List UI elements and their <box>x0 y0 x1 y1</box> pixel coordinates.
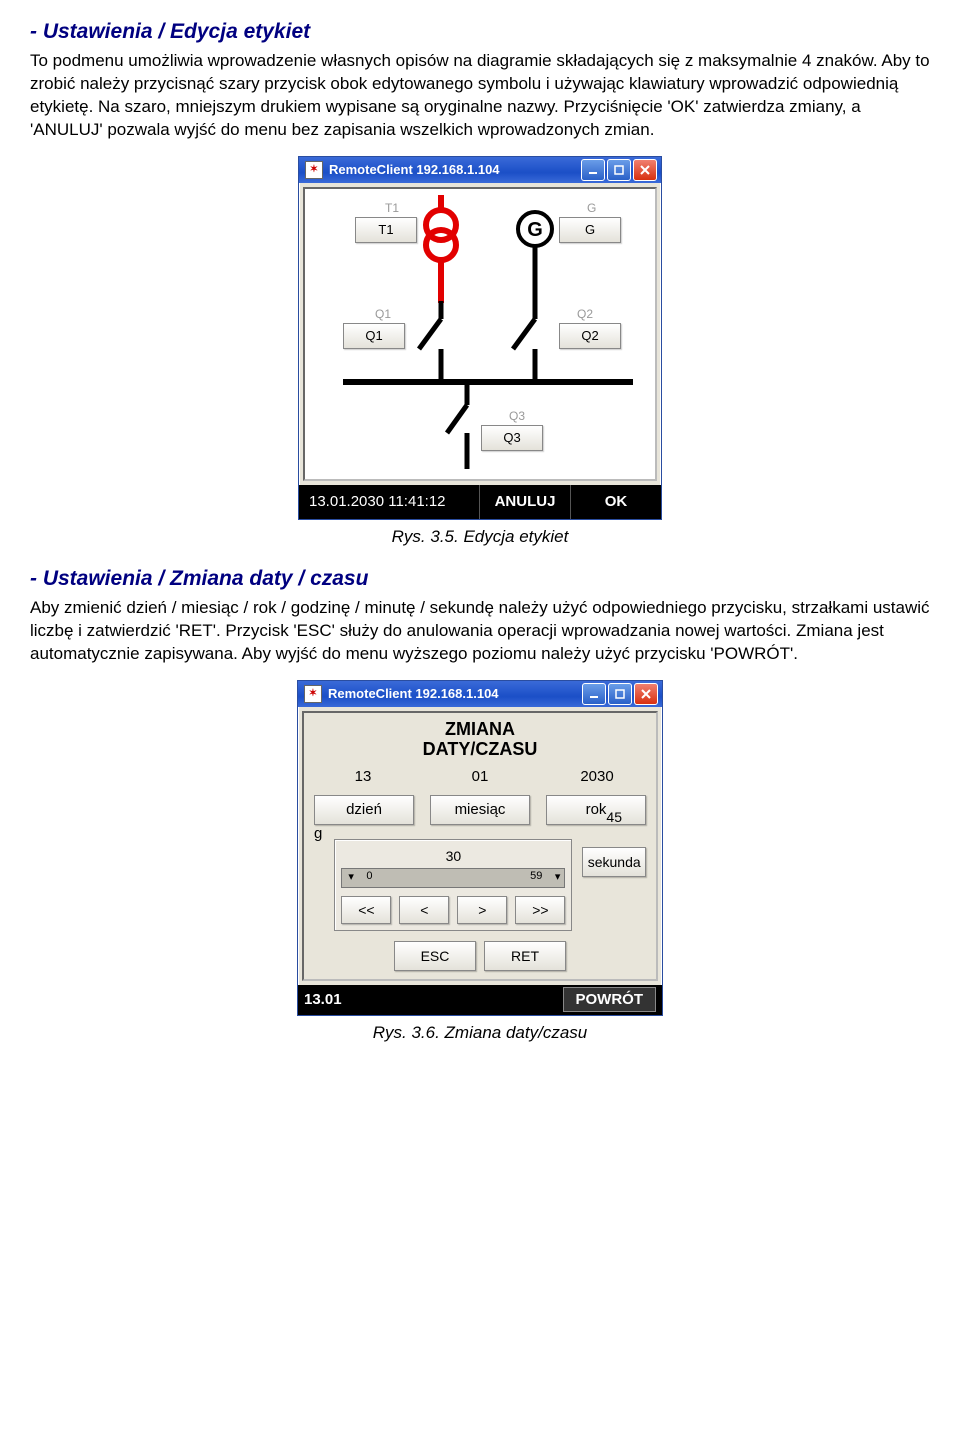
datetime-panel: ZMIANA DATY/CZASU 13 01 2030 dzień miesi… <box>302 711 658 981</box>
minimize-button-2[interactable] <box>582 683 606 705</box>
panel-title: ZMIANA DATY/CZASU <box>314 719 646 760</box>
value-slider[interactable]: ▾ 0 59 ▾ <box>341 868 565 888</box>
section1-heading: - Ustawienia / Edycja etykiet <box>30 20 930 44</box>
date-buttons-row: dzień miesiąc rok <box>314 793 646 825</box>
edit-q2-button[interactable]: Q2 <box>559 323 621 349</box>
section2-paragraph: Aby zmienić dzień / miesiąc / rok / godz… <box>30 597 930 666</box>
figure2-wrap: ✶ RemoteClient 192.168.1.104 ZMIANA DATY… <box>30 680 930 1016</box>
label-q1-small: Q1 <box>375 307 391 321</box>
label-t1-small: T1 <box>385 201 399 215</box>
svg-text:G: G <box>527 219 543 241</box>
sekunda-button[interactable]: sekunda <box>582 847 646 877</box>
window-title: RemoteClient 192.168.1.104 <box>329 162 500 177</box>
ok-button[interactable]: OK <box>570 485 661 519</box>
value-30: 30 <box>341 848 565 864</box>
label-g-small: G <box>587 201 596 215</box>
close-button[interactable] <box>633 159 657 181</box>
date-values-row: 13 01 2030 <box>314 768 646 785</box>
section1-paragraph: To podmenu umożliwia wprowadzenie własny… <box>30 50 930 142</box>
window-remoteclient-1: ✶ RemoteClient 192.168.1.104 T1 G Q1 Q2 … <box>298 156 662 520</box>
year-button[interactable]: rok <box>546 795 646 825</box>
status-left: 13.01 <box>304 991 342 1008</box>
esc-ret-row: ESC RET <box>314 939 646 971</box>
panel-title-line2: DATY/CZASU <box>423 739 538 759</box>
app-icon-2: ✶ <box>304 685 322 703</box>
minimize-button[interactable] <box>581 159 605 181</box>
switch-q1-icon <box>409 301 459 381</box>
arrow-buttons: << < > >> <box>341 894 565 924</box>
day-value: 13 <box>314 768 412 785</box>
day-button[interactable]: dzień <box>314 795 414 825</box>
fast-back-button[interactable]: << <box>341 896 391 924</box>
statusbar-2: 13.01 POWRÓT <box>298 985 662 1015</box>
titlebar-2: ✶ RemoteClient 192.168.1.104 <box>298 681 662 707</box>
year-value: 2030 <box>548 768 646 785</box>
section2-heading: - Ustawienia / Zmiana daty / czasu <box>30 567 930 591</box>
fast-fwd-button[interactable]: >> <box>515 896 565 924</box>
month-button[interactable]: miesiąc <box>430 795 530 825</box>
close-button-2[interactable] <box>634 683 658 705</box>
label-q2-small: Q2 <box>577 307 593 321</box>
switch-q2-icon <box>503 301 553 381</box>
maximize-button[interactable] <box>607 159 631 181</box>
value-45: 45 <box>606 809 622 825</box>
window-title-2: RemoteClient 192.168.1.104 <box>328 686 499 701</box>
edit-t1-button[interactable]: T1 <box>355 217 417 243</box>
edit-q3-button[interactable]: Q3 <box>481 425 543 451</box>
window-remoteclient-2: ✶ RemoteClient 192.168.1.104 ZMIANA DATY… <box>297 680 663 1016</box>
label-q3-small: Q3 <box>509 409 525 423</box>
figure1-caption: Rys. 3.5. Edycja etykiet <box>30 526 930 549</box>
panel-title-line1: ZMIANA <box>445 719 515 739</box>
generator-g-icon: G <box>515 203 555 305</box>
g-label: g <box>314 825 324 848</box>
edit-q1-button[interactable]: Q1 <box>343 323 405 349</box>
esc-button[interactable]: ESC <box>394 941 476 971</box>
status-datetime: 13.01.2030 11:41:12 <box>299 485 479 519</box>
statusbar-1: 13.01.2030 11:41:12 ANULUJ OK <box>299 485 661 519</box>
transformer-t1-icon <box>421 195 461 305</box>
titlebar: ✶ RemoteClient 192.168.1.104 <box>299 157 661 183</box>
figure2-caption: Rys. 3.6. Zmiana daty/czasu <box>30 1022 930 1045</box>
fwd-button[interactable]: > <box>457 896 507 924</box>
ret-button[interactable]: RET <box>484 941 566 971</box>
app-icon: ✶ <box>305 161 323 179</box>
maximize-button-2[interactable] <box>608 683 632 705</box>
powrot-button[interactable]: POWRÓT <box>563 987 657 1012</box>
spinner-frame: 30 ▾ 0 59 ▾ << < > >> <box>334 839 572 931</box>
slider-max: 59 <box>530 870 542 882</box>
edit-g-button[interactable]: G <box>559 217 621 243</box>
anuluj-button[interactable]: ANULUJ <box>479 485 570 519</box>
back-button[interactable]: < <box>399 896 449 924</box>
diagram-canvas: T1 G Q1 Q2 Q3 T1 G Q1 Q2 Q3 <box>303 187 657 481</box>
month-value: 01 <box>431 768 529 785</box>
switch-q3-icon <box>435 385 485 469</box>
busbar <box>343 379 633 385</box>
slider-min: 0 <box>366 870 372 882</box>
figure1-wrap: ✶ RemoteClient 192.168.1.104 T1 G Q1 Q2 … <box>30 156 930 520</box>
